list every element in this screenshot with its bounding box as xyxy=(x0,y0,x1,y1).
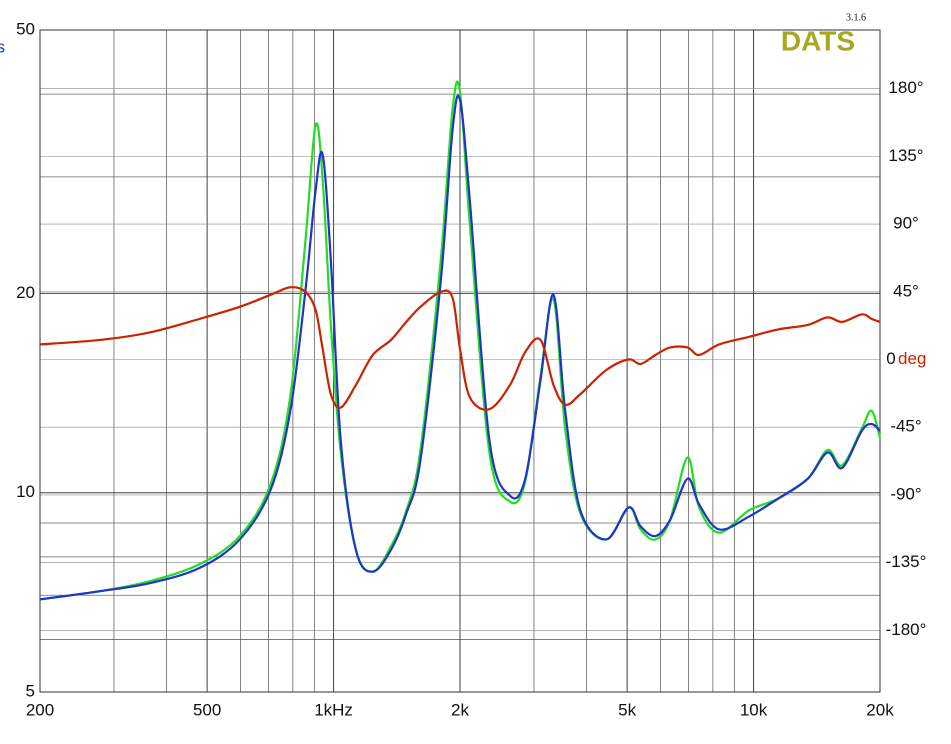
series-line xyxy=(39,286,881,411)
y2-tick-label: -90° xyxy=(890,484,921,503)
y2-tick-label: 45° xyxy=(893,281,919,300)
y2-tick-label: 0 xyxy=(886,349,895,368)
y-axis-label: s xyxy=(0,37,5,56)
y2-tick-label: 180° xyxy=(888,78,923,97)
x-tick-label: 500 xyxy=(193,700,221,719)
brand: DATS xyxy=(781,25,855,56)
x-tick-label: 20k xyxy=(866,700,894,719)
x-tick-label: 10k xyxy=(740,700,768,719)
y-tick-label: 10 xyxy=(16,482,35,501)
series-line xyxy=(39,94,881,601)
x-tick-label: 5k xyxy=(618,700,636,719)
y2-tick-label: -45° xyxy=(890,417,921,436)
y2-tick-label: 90° xyxy=(893,214,919,233)
y2-tick-label: -135° xyxy=(886,552,927,571)
y-tick-label: 5 xyxy=(26,681,35,700)
series-line xyxy=(39,80,882,601)
y2-tick-label: 135° xyxy=(888,146,923,165)
x-tick-label: 2k xyxy=(451,700,469,719)
y-tick-label: 50 xyxy=(16,19,35,38)
version: 3.1.6 xyxy=(846,12,866,23)
x-tick-label: 1kHz xyxy=(314,700,353,719)
x-tick-label: 200 xyxy=(26,700,54,719)
y-tick-label: 20 xyxy=(16,283,35,302)
plot-frame xyxy=(39,29,881,693)
y2-tick-label: -180° xyxy=(886,620,927,639)
y2-axis-label: deg xyxy=(898,349,926,368)
